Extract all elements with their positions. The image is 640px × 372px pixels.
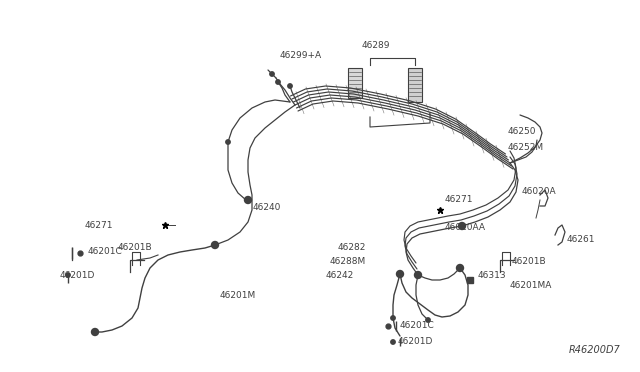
Text: 46201C: 46201C (400, 321, 435, 330)
Text: 46289: 46289 (362, 41, 390, 49)
Text: 46201B: 46201B (118, 244, 152, 253)
Circle shape (288, 84, 292, 88)
Text: 46288M: 46288M (330, 257, 366, 266)
Text: 46201M: 46201M (220, 291, 256, 299)
Circle shape (226, 140, 230, 144)
Text: 46020AA: 46020AA (445, 224, 486, 232)
Circle shape (397, 270, 403, 278)
Text: 46201D: 46201D (60, 270, 95, 279)
Text: 46261: 46261 (567, 235, 595, 244)
Text: 46240: 46240 (253, 203, 282, 212)
FancyBboxPatch shape (348, 68, 362, 98)
FancyBboxPatch shape (408, 68, 422, 102)
Circle shape (276, 80, 280, 84)
Text: 46282: 46282 (338, 244, 366, 253)
Circle shape (66, 273, 70, 277)
Circle shape (426, 318, 430, 322)
Circle shape (244, 196, 252, 203)
Text: 46252M: 46252M (508, 142, 544, 151)
Text: R46200D7: R46200D7 (568, 345, 620, 355)
Text: 46020A: 46020A (522, 187, 557, 196)
Text: 46201B: 46201B (512, 257, 547, 266)
Text: 46250: 46250 (508, 128, 536, 137)
Text: 46299+A: 46299+A (280, 51, 322, 60)
Text: 46201D: 46201D (398, 337, 433, 346)
Circle shape (211, 241, 218, 248)
Text: 46313: 46313 (478, 270, 507, 279)
Circle shape (415, 272, 422, 279)
Text: 46242: 46242 (326, 270, 355, 279)
Text: 46271: 46271 (85, 221, 113, 230)
Text: 46201C: 46201C (88, 247, 123, 257)
Circle shape (391, 340, 396, 344)
Circle shape (456, 264, 463, 272)
Text: 46201MA: 46201MA (510, 280, 552, 289)
Circle shape (458, 222, 465, 230)
Text: 46271: 46271 (445, 196, 474, 205)
Circle shape (391, 316, 396, 320)
Circle shape (270, 72, 274, 76)
Circle shape (92, 328, 99, 336)
